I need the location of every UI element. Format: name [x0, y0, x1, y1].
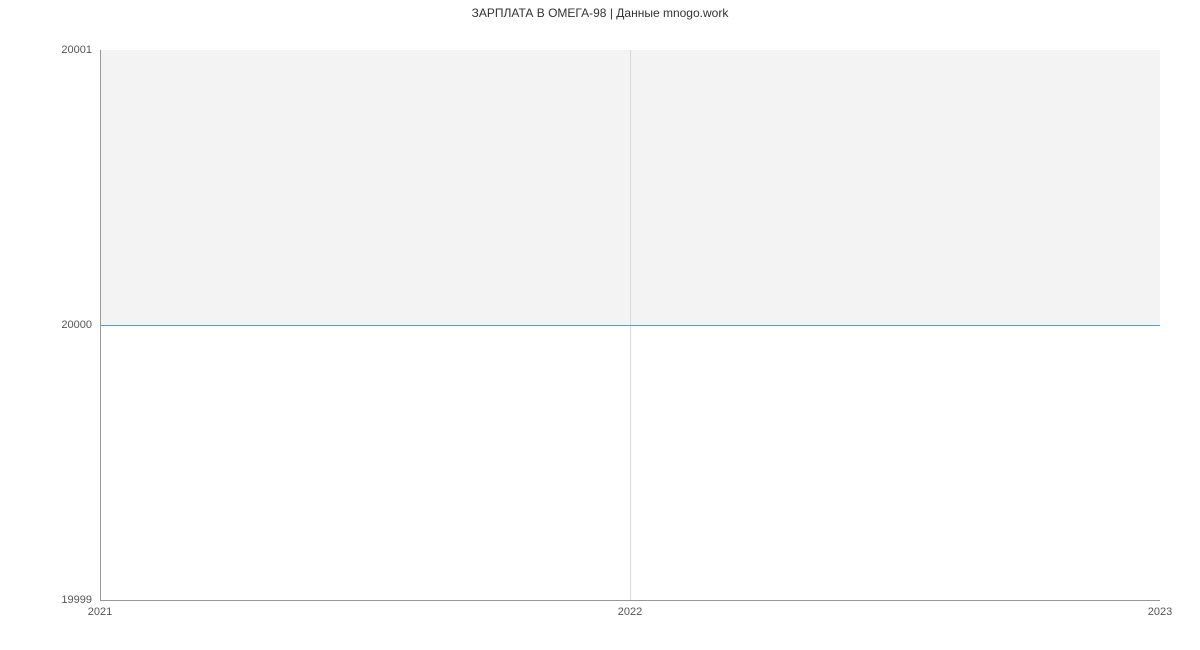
x-tick-label: 2023	[1148, 606, 1172, 618]
plot-area	[100, 50, 1160, 600]
chart-title: ЗАРПЛАТА В ОМЕГА-98 | Данные mnogo.work	[0, 6, 1200, 20]
y-tick-label: 19999	[42, 594, 92, 606]
chart-container: ЗАРПЛАТА В ОМЕГА-98 | Данные mnogo.work …	[0, 0, 1200, 650]
x-axis-line	[100, 600, 1160, 601]
y-tick-label: 20001	[42, 44, 92, 56]
y-axis-line	[100, 50, 101, 600]
x-tick-label: 2021	[88, 606, 112, 618]
data-line-salary	[100, 325, 1160, 326]
y-tick-label: 20000	[42, 319, 92, 331]
x-tick-label: 2022	[618, 606, 642, 618]
